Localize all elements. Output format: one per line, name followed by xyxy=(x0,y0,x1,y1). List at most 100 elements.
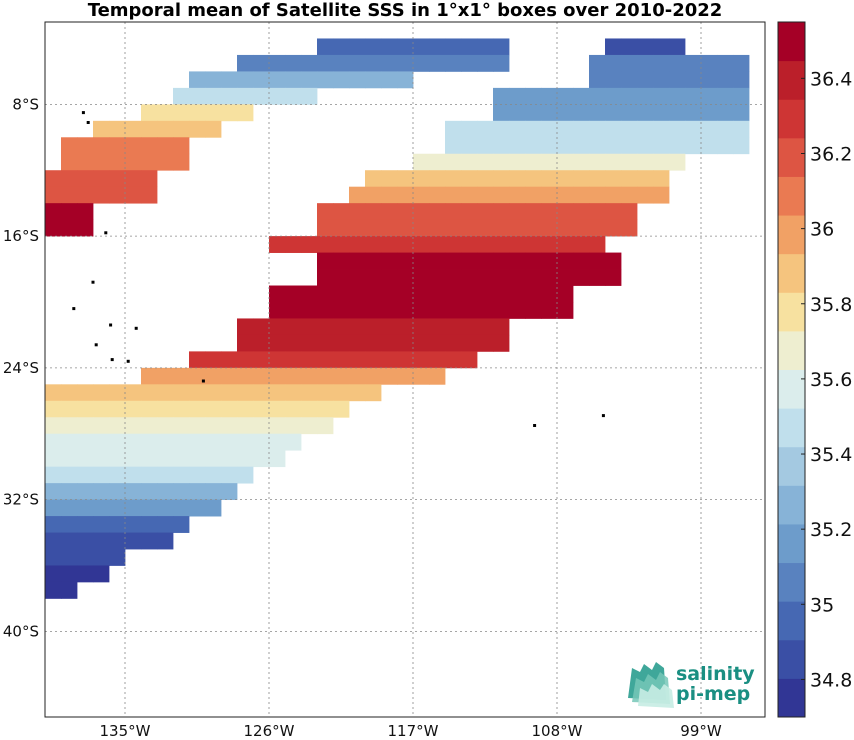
sss-cell xyxy=(269,400,286,418)
colorbar-tick-label: 36.2 xyxy=(810,143,852,165)
sss-cell xyxy=(349,54,366,72)
sss-cell xyxy=(125,400,142,418)
sss-cell xyxy=(381,334,398,352)
sss-cell xyxy=(685,71,702,89)
sss-cell xyxy=(493,301,510,319)
sss-cell xyxy=(189,499,206,517)
lon-tick-label: 117°W xyxy=(388,722,439,740)
sss-cell xyxy=(685,54,702,72)
colorbar-tick-label: 35.6 xyxy=(810,369,852,391)
sss-cell xyxy=(413,236,430,253)
sss-cell xyxy=(381,301,398,319)
sss-cell xyxy=(429,334,446,352)
colorbar-segment xyxy=(778,369,805,409)
sss-cell xyxy=(61,433,78,451)
colorbar-segment xyxy=(778,215,805,255)
sss-cell xyxy=(77,532,94,550)
sss-cell xyxy=(669,38,686,56)
sss-cell xyxy=(221,87,238,105)
sss-cell xyxy=(573,104,590,122)
sss-cell xyxy=(653,87,670,105)
sss-cell xyxy=(333,71,350,89)
sss-cell xyxy=(189,433,206,451)
sss-cell xyxy=(429,318,446,336)
sss-cell xyxy=(45,549,62,566)
sss-cell xyxy=(717,137,734,155)
map-title: Temporal mean of Satellite SSS in 1°x1° … xyxy=(87,0,723,21)
sss-cell xyxy=(301,318,318,336)
sss-cell xyxy=(285,384,302,402)
sss-cell xyxy=(317,236,334,253)
sss-cell xyxy=(541,252,558,270)
sss-cell xyxy=(285,87,302,105)
sss-cell xyxy=(317,334,334,352)
sss-cell xyxy=(573,269,590,286)
map-frame xyxy=(44,21,766,718)
sss-cell xyxy=(557,252,574,270)
sss-cell xyxy=(221,466,238,484)
sss-cell xyxy=(301,301,318,319)
sss-cell xyxy=(445,285,462,303)
sss-cell xyxy=(317,38,334,56)
sss-cell xyxy=(141,532,158,550)
sss-cell xyxy=(77,219,94,237)
longitude-labels: 135°W 126°W 117°W 108°W 99°W xyxy=(100,722,722,740)
sss-cell xyxy=(141,400,158,418)
sss-cell xyxy=(125,170,142,188)
sss-cell xyxy=(205,450,222,468)
sss-cell xyxy=(525,285,542,303)
sss-cell xyxy=(285,236,302,253)
sss-cell xyxy=(77,466,94,484)
sss-cell xyxy=(141,137,158,155)
sss-cell xyxy=(541,170,558,188)
sss-cell xyxy=(573,170,590,188)
sss-cell xyxy=(605,203,622,221)
sss-cell xyxy=(653,104,670,122)
sss-cell xyxy=(653,153,670,171)
sss-cell xyxy=(125,450,142,468)
sss-cell xyxy=(93,450,110,468)
sss-cell xyxy=(205,384,222,402)
sss-cell xyxy=(605,153,622,171)
logo-line2: pi-mep xyxy=(676,683,750,705)
sss-cell xyxy=(77,499,94,517)
sss-cell xyxy=(269,367,286,385)
sss-cell xyxy=(189,71,206,89)
sss-cells xyxy=(45,38,750,599)
sss-cell xyxy=(333,351,350,369)
sss-cell xyxy=(205,417,222,435)
island-mark xyxy=(81,111,85,115)
sss-cell xyxy=(45,483,62,501)
sss-cell xyxy=(253,334,270,352)
sss-cell xyxy=(141,433,158,451)
sss-cell xyxy=(397,236,414,253)
sss-cell xyxy=(509,104,526,122)
sss-cell xyxy=(525,170,542,188)
sss-cell xyxy=(509,236,526,253)
sss-cell xyxy=(125,499,142,517)
sss-cell xyxy=(429,54,446,72)
sss-cell xyxy=(429,252,446,270)
lat-tick-label: 40°S xyxy=(3,622,39,640)
sss-cell xyxy=(557,285,574,303)
sss-cell xyxy=(61,153,78,171)
sss-cell xyxy=(493,38,510,56)
sss-cell xyxy=(285,285,302,303)
sss-cell xyxy=(621,38,638,56)
sss-cell xyxy=(317,252,334,270)
island-mark xyxy=(72,307,76,311)
sss-cell xyxy=(45,203,62,221)
sss-cell xyxy=(141,120,158,138)
sss-cell xyxy=(685,120,702,138)
sss-cell xyxy=(61,186,78,204)
colorbar-tick-label: 35.4 xyxy=(810,444,852,466)
sss-cell xyxy=(429,285,446,303)
sss-cell xyxy=(61,137,78,155)
sss-cell xyxy=(445,269,462,286)
sss-cell xyxy=(477,120,494,138)
sss-cell xyxy=(253,318,270,336)
sss-cell xyxy=(653,71,670,89)
sss-cell xyxy=(605,219,622,237)
sss-cell xyxy=(349,252,366,270)
sss-cell xyxy=(301,384,318,402)
